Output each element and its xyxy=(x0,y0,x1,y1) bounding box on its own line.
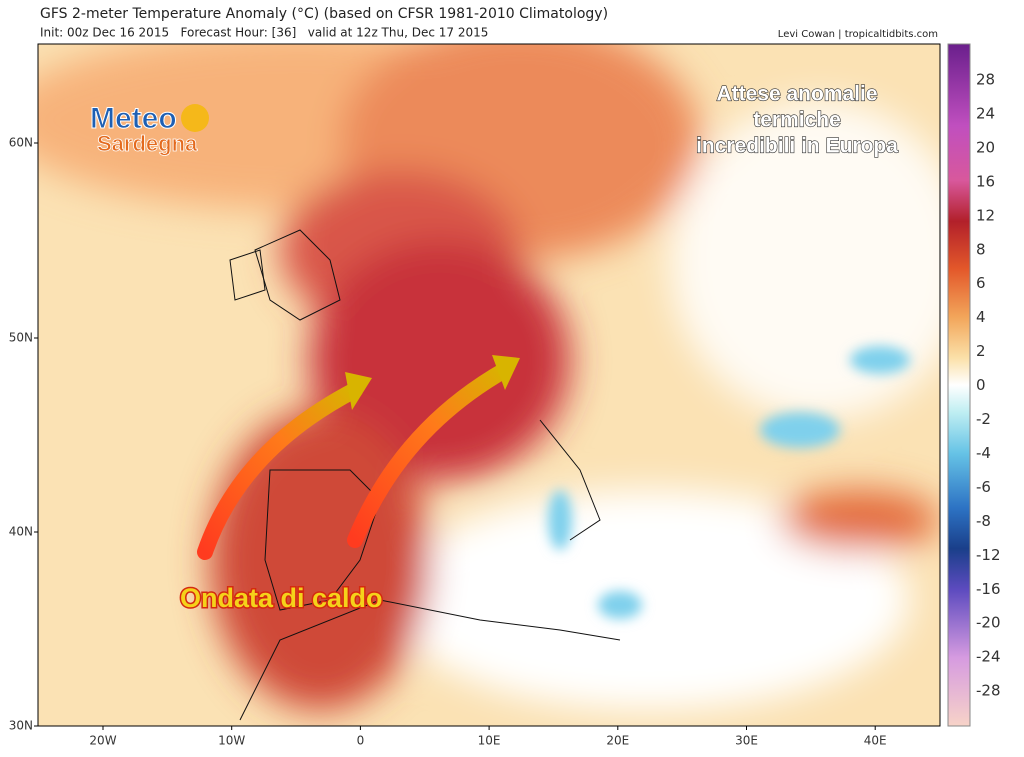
colorbar-label: -4 xyxy=(976,444,991,462)
colorbar-label: 24 xyxy=(976,104,995,122)
arrows xyxy=(197,355,520,560)
lat-label: 30N xyxy=(9,719,33,733)
lon-label: 10E xyxy=(478,734,501,748)
colorbar-label: -24 xyxy=(976,648,1001,666)
headline: Attese anomalie xyxy=(716,83,877,106)
lon-label: 40E xyxy=(864,734,887,748)
lon-label: 30E xyxy=(735,734,758,748)
headline: termiche xyxy=(753,109,841,132)
lon-label: 0 xyxy=(357,734,365,748)
logo-sun xyxy=(181,104,209,132)
credit: Levi Cowan | tropicaltidbits.com xyxy=(778,29,938,40)
colorbar-label: -12 xyxy=(976,546,1001,564)
colorbar-label: 20 xyxy=(976,138,995,156)
colorbar-label: 8 xyxy=(976,240,986,258)
subtitle: Init: 00z Dec 16 2015 Forecast Hour: [36… xyxy=(40,26,488,40)
logo-sardegna: Sardegna xyxy=(97,131,198,156)
colorbar-label: -16 xyxy=(976,580,1001,598)
colorbar xyxy=(947,43,971,727)
lon-label: 10W xyxy=(218,734,245,748)
colorbar-label: 0 xyxy=(976,376,986,394)
arrow-caption: Ondata di caldo xyxy=(180,583,383,613)
logo-meteo: Meteo xyxy=(90,102,177,135)
colorbar-label: -6 xyxy=(976,478,991,496)
lon-label: 20E xyxy=(606,734,629,748)
headline: incredibili in Europa xyxy=(696,135,898,158)
lat-label: 60N xyxy=(9,136,33,150)
lon-label: 20W xyxy=(89,734,116,748)
colorbar-label: -2 xyxy=(976,410,991,428)
lat-label: 40N xyxy=(9,525,33,539)
colorbar-label: -20 xyxy=(976,614,1001,632)
colorbar-label: -8 xyxy=(976,512,991,530)
colorbar-label: 12 xyxy=(976,206,995,224)
colorbar-label: 28 xyxy=(976,71,995,89)
title: GFS 2-meter Temperature Anomaly (°C) (ba… xyxy=(40,6,608,22)
colorbar-label: 16 xyxy=(976,172,995,190)
colorbar-label: 6 xyxy=(976,274,986,292)
lat-label: 50N xyxy=(9,331,33,345)
colorbar-label: -28 xyxy=(976,682,1001,700)
colorbar-label: 4 xyxy=(976,308,986,326)
colorbar-label: 2 xyxy=(976,342,986,360)
